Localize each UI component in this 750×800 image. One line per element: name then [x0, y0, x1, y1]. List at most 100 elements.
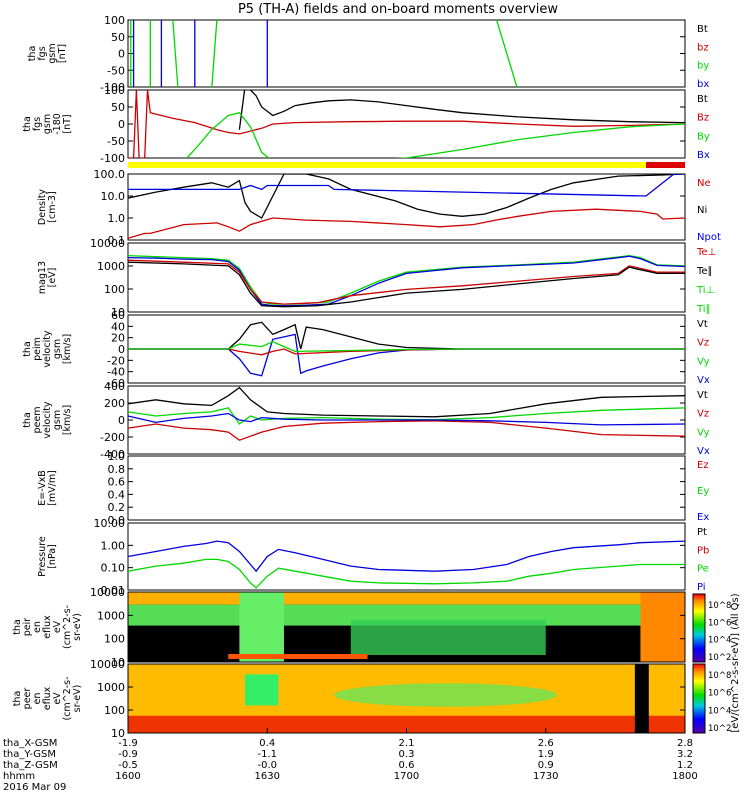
x-tick-label-tha_Y-GSM: -1.1 — [257, 749, 277, 760]
y-tick-label: 10000 — [90, 658, 125, 671]
x-row-label: tha_X-GSM — [3, 738, 57, 749]
series-group — [130, 20, 518, 87]
series-Ti — [128, 254, 685, 305]
y-tick-label: 10.0 — [101, 190, 126, 203]
x-tick-label-tha_X-GSM: 2.1 — [399, 738, 415, 749]
y-tick-label: 100.0 — [94, 168, 126, 181]
panel-fgs: 100 50 0 -50 -100 tha fgs gsm [nT] Bt bz by bx — [27, 14, 709, 94]
x-tick-label-tha_Z-GSM: 0.9 — [538, 760, 554, 771]
y-tick-label: 10.00 — [94, 517, 126, 530]
y-tick-label: 0.6 — [108, 476, 126, 489]
series-group — [128, 90, 685, 158]
panel-frame — [127, 242, 686, 313]
x-tick-label-tha_Z-GSM: 1.2 — [677, 760, 693, 771]
y-axis-label: tha — [22, 116, 33, 132]
y-axis-label: eflux — [42, 686, 53, 710]
series-Te — [128, 259, 685, 305]
panel-peer: 10000 1000 100 10 tha peer en eflux eV (cm^2-s-sr… — [12, 658, 686, 740]
legend-By: By — [697, 131, 710, 142]
series-group — [128, 386, 685, 441]
x-tick-label-tha_Z-GSM: -0.5 — [118, 760, 138, 771]
figure-title: P5 (TH-A) fields and on-board moments ov… — [238, 2, 558, 17]
legend-Bx: Bx — [697, 150, 710, 161]
spec-burst — [244, 674, 279, 706]
y-axis-label: peim — [32, 337, 43, 361]
y-tick-label: 100 — [104, 704, 125, 717]
series-group — [128, 174, 685, 239]
panel-frame — [127, 522, 686, 591]
y-axis-label: [km/s] — [62, 334, 73, 364]
y-axis-label: eflux — [42, 615, 53, 639]
legend-Bt: Bt — [697, 94, 708, 105]
series-Vx — [128, 333, 685, 377]
legend-Ex: Ex — [697, 512, 709, 523]
legend-Pi: Pi — [697, 582, 706, 593]
status-bar-red — [646, 162, 685, 168]
series-Pi — [128, 540, 685, 573]
x-tick-label-hhmm: 1730 — [533, 771, 558, 782]
x-tick-label-hhmm: 1700 — [394, 771, 419, 782]
colorbar-tick: 10^8 — [708, 671, 731, 681]
y-axis-label: mag13 — [37, 261, 48, 294]
legend-Pb: Pb — [697, 545, 709, 556]
y-axis-label: (cm^2-s- — [62, 677, 73, 721]
panel-frame — [127, 19, 686, 88]
y-axis-label: velocity — [42, 401, 53, 439]
y-tick-label: 1000 — [97, 681, 125, 694]
panel-frame — [127, 89, 686, 159]
y-tick-label: 0.10 — [101, 562, 126, 575]
y-tick-label: 100 — [104, 633, 125, 646]
spec-patch — [350, 620, 546, 655]
y-axis-label: (cm^2-s- — [62, 605, 73, 649]
series-Vy — [128, 407, 685, 425]
series-Vt — [128, 386, 685, 418]
legend-by: by — [697, 61, 709, 72]
series-Vy — [128, 340, 685, 353]
y-tick-label: -100 — [100, 152, 125, 165]
series-Bt — [238, 90, 685, 130]
y-tick-label: 0 — [118, 414, 125, 427]
y-axis-label: sr-eV) — [72, 685, 83, 713]
y-axis-label: -180 — [52, 113, 63, 135]
y-tick-label: 0 — [118, 118, 125, 131]
legend-Te∥: Te∥ — [696, 266, 713, 277]
x-tick-label-tha_Z-GSM: 0.6 — [399, 760, 415, 771]
y-axis-label: [mV/m] — [47, 470, 58, 506]
series-Pe — [128, 558, 685, 589]
y-tick-label: 0.01 — [101, 584, 126, 597]
legend-Vt: Vt — [697, 390, 708, 401]
y-tick-label: 1000 — [97, 260, 125, 273]
legend-Pt: Pt — [697, 527, 707, 538]
y-axis-label: Density — [37, 189, 48, 225]
x-tick-label-tha_Y-GSM: -0.9 — [118, 749, 138, 760]
series-group — [128, 540, 685, 589]
y-tick-label: 1.0 — [108, 212, 126, 225]
y-axis-label: [nT] — [62, 114, 73, 133]
y-tick-label: 1.0 — [108, 450, 126, 463]
spectrogram-ion — [128, 592, 685, 662]
spec-gap — [634, 664, 649, 733]
x-tick-label-hhmm: 1600 — [115, 771, 140, 782]
colorbar-tick: 10^4 — [708, 706, 731, 716]
series-Ne — [128, 208, 685, 239]
y-axis-label: velocity — [42, 330, 53, 368]
y-axis-label: [nPa] — [47, 544, 58, 569]
x-row-label: hhmm — [3, 771, 35, 782]
x-tick-label-hhmm: 1630 — [255, 771, 280, 782]
legend-Ti⊥: Ti⊥ — [696, 285, 714, 296]
y-axis-label: peer — [22, 688, 33, 710]
y-axis-label: eV — [52, 692, 63, 705]
y-tick-label: -60 — [107, 377, 125, 390]
legend-Te⊥: Te⊥ — [696, 247, 716, 258]
panel-frame — [127, 591, 686, 663]
spec-burst — [239, 592, 284, 662]
y-axis-label: tha — [22, 341, 33, 357]
panel-temp: 10000 1000 100 10 mag13 [eV] Te⊥ Te∥ Ti⊥ Ti∥ — [37, 237, 716, 319]
y-tick-label: -100 — [100, 81, 125, 94]
series-Vt — [128, 321, 685, 350]
y-tick-label: 400 — [104, 380, 125, 393]
spectrogram-electron — [128, 664, 685, 733]
colorbar-tick: 10^4 — [708, 636, 731, 646]
y-tick-label: 0.0 — [108, 514, 126, 527]
